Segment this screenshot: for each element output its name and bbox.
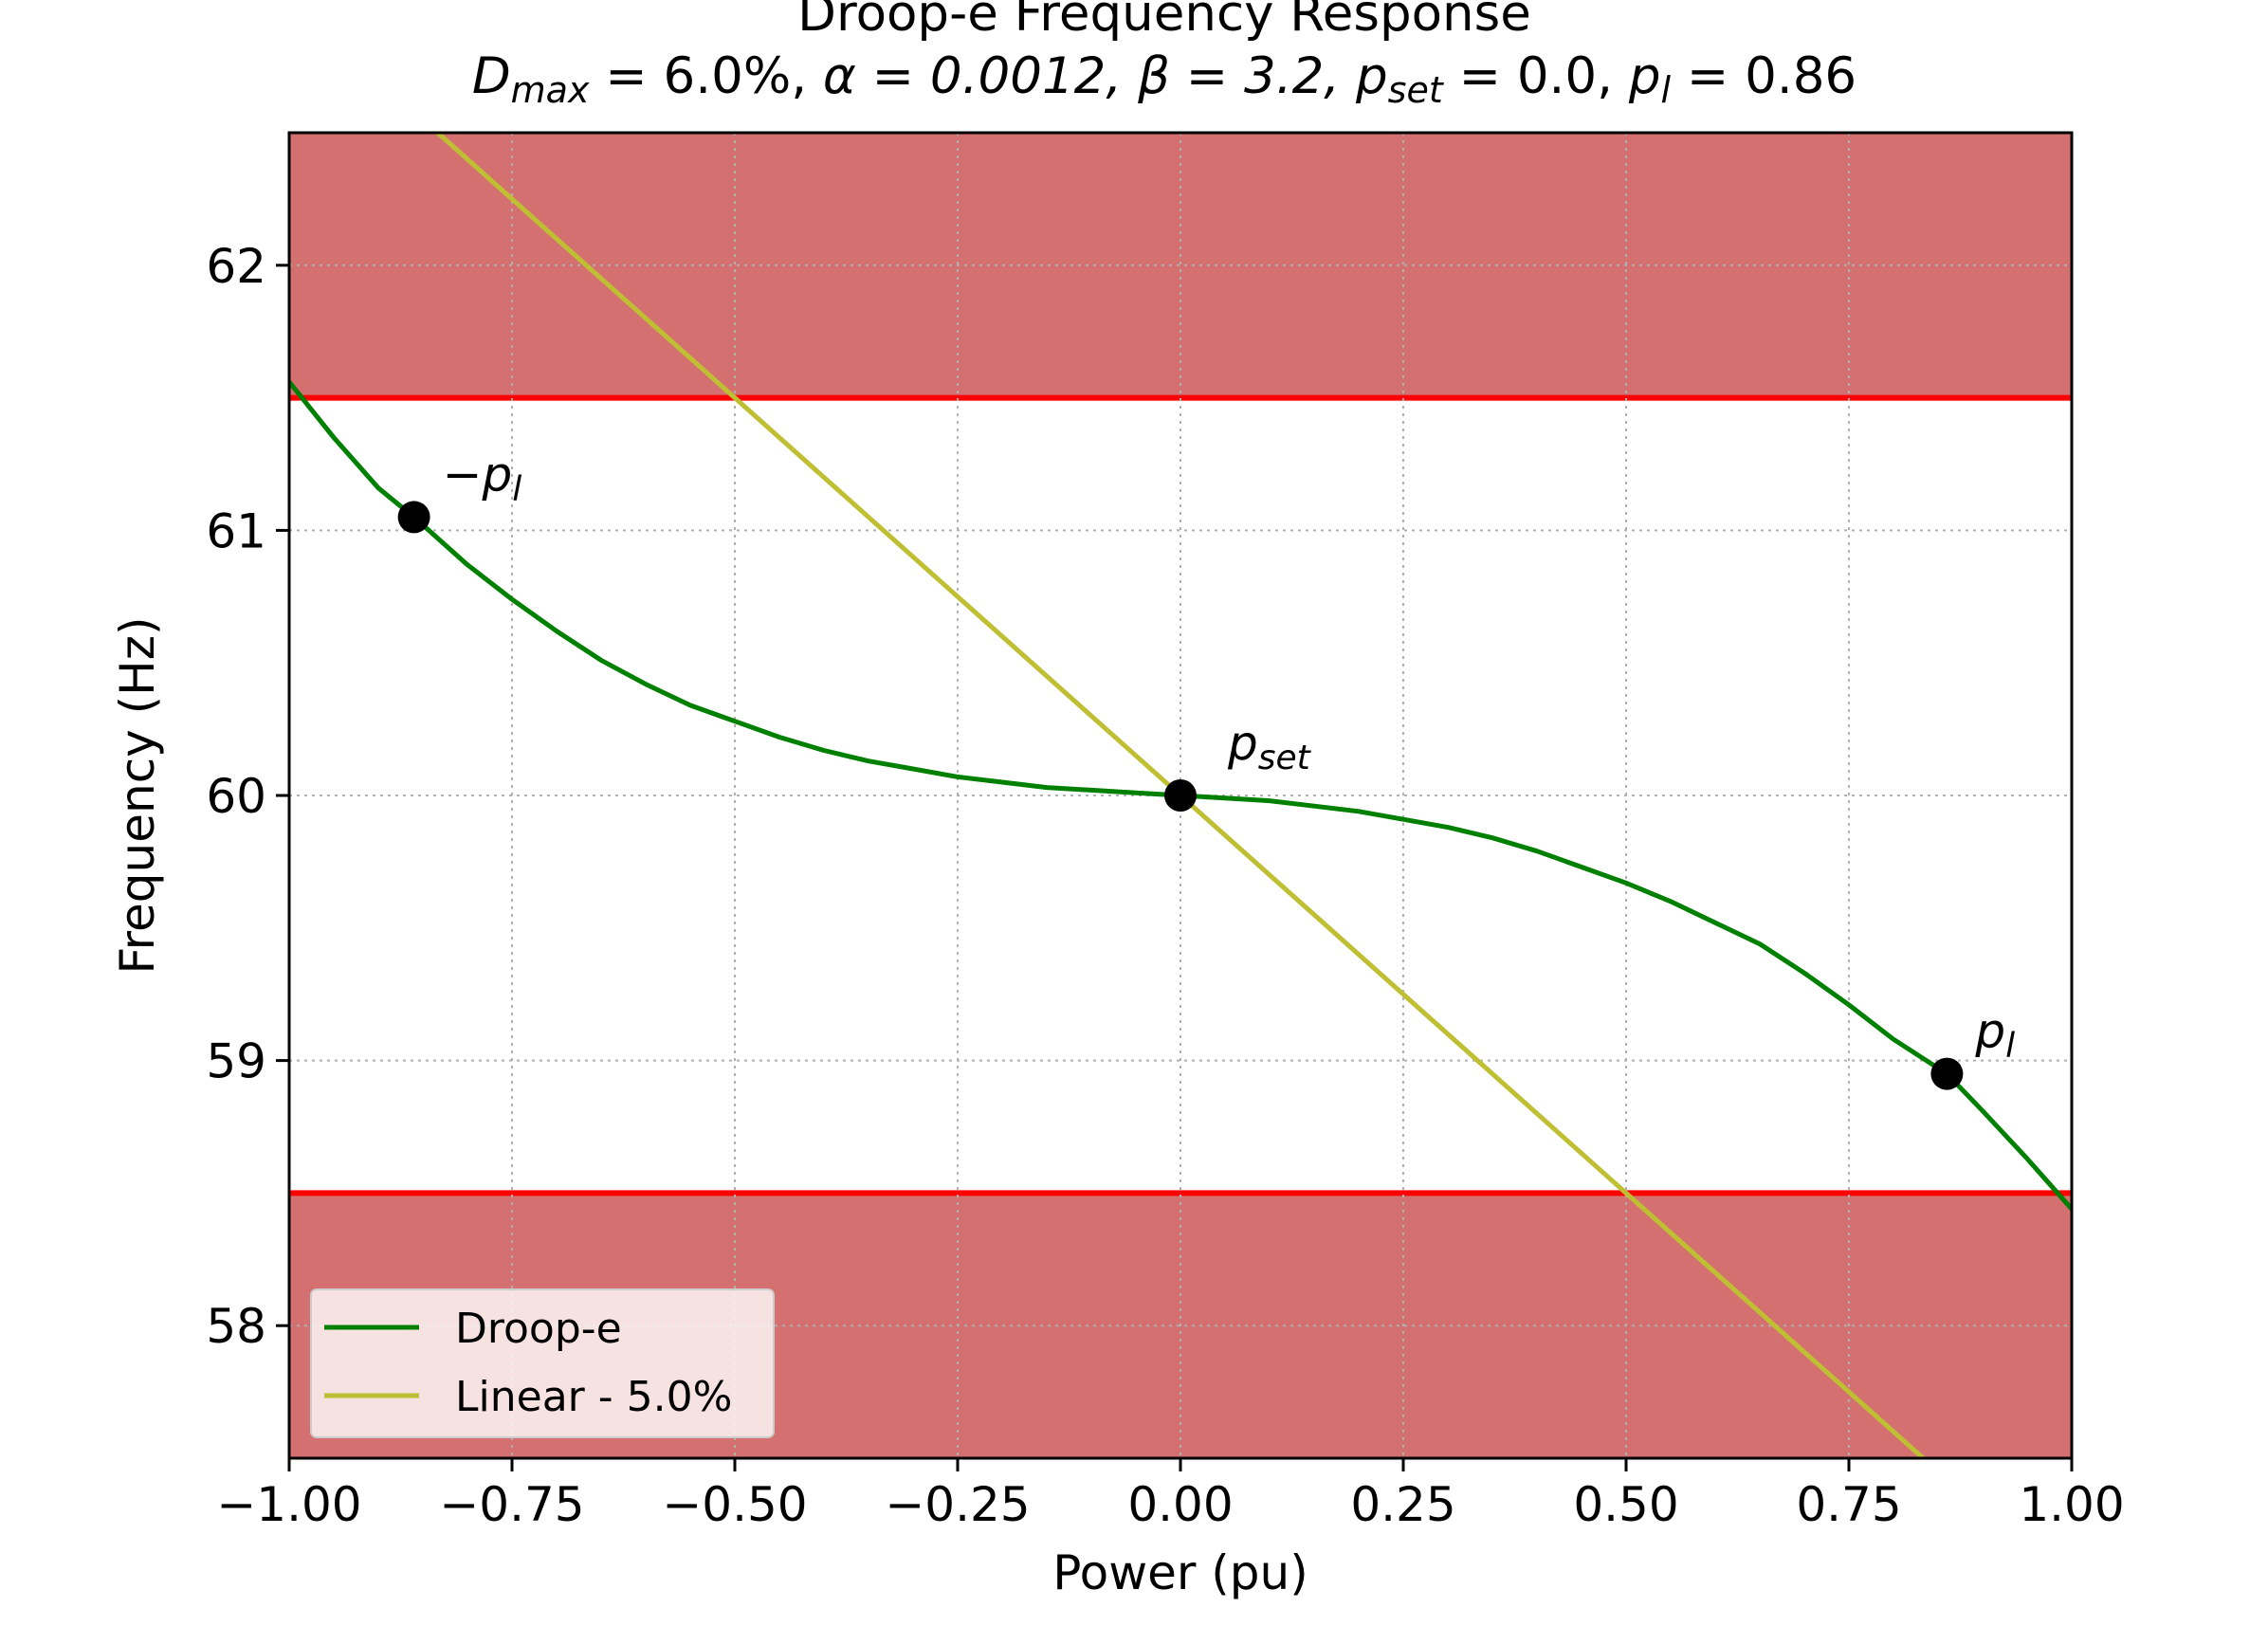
- marker-annotation-sub-0: l: [512, 469, 521, 508]
- marker-annotation-sub-2: l: [2005, 1027, 2015, 1066]
- subtitle-d-sub: max: [511, 69, 590, 111]
- subtitle-pset-sub: set: [1388, 69, 1445, 111]
- x-axis-label: Power (pu): [1052, 1545, 1308, 1600]
- chart-subtitle: Dmax = 6.0%, α = 0.0012, β = 3.2, pset =…: [472, 47, 1856, 111]
- marker-point-1: [1164, 779, 1197, 812]
- subtitle-beta: β = 3.2,: [1137, 47, 1356, 105]
- tick-layer: −1.00 −0.75 −0.50 −0.25 0.00 0.25 0.50 0.75 1.00…: [206, 239, 2124, 1532]
- y-tick-label-3: 61: [206, 503, 266, 558]
- legend-box: [310, 1288, 775, 1438]
- legend-label-droop-e: Droop-e: [455, 1305, 622, 1353]
- x-tick-label-6: 0.50: [1573, 1477, 1678, 1532]
- legend: Droop-e Linear - 5.0%: [310, 1288, 775, 1438]
- x-tick-label-3: −0.25: [885, 1477, 1030, 1532]
- x-tick-label-8: 1.00: [2019, 1477, 2124, 1532]
- marker-annotation-var-2: p: [1974, 1004, 2005, 1059]
- x-tick-label-7: 0.75: [1796, 1477, 1901, 1532]
- x-tick-label-1: −0.75: [439, 1477, 584, 1532]
- y-tick-label-1: 59: [206, 1034, 266, 1089]
- subtitle-pset-var: p: [1355, 47, 1388, 105]
- marker-annotation-0: −pl: [443, 447, 522, 508]
- y-tick-label-0: 58: [206, 1299, 266, 1354]
- subtitle-pl-val: = 0.86: [1671, 47, 1856, 105]
- marker-annotation-var-0: −p: [443, 447, 513, 502]
- subtitle-pl-sub: l: [1660, 69, 1671, 111]
- chart-title: Droop-e Frequency Response: [797, 0, 1531, 43]
- y-tick-label-2: 60: [206, 769, 266, 824]
- marker-annotation-var-1: p: [1227, 716, 1258, 771]
- x-tick-label-5: 0.25: [1350, 1477, 1455, 1532]
- x-tick-label-4: 0.00: [1127, 1477, 1233, 1532]
- x-tick-label-2: −0.50: [662, 1477, 807, 1532]
- marker-point-2: [1930, 1057, 1964, 1090]
- marker-annotation-sub-1: set: [1258, 739, 1312, 777]
- subtitle-pl-var: p: [1628, 47, 1661, 105]
- x-tick-label-0: −1.00: [216, 1477, 361, 1532]
- marker-annotation-1: pset: [1227, 716, 1312, 777]
- subtitle-pset-val: = 0.0,: [1443, 47, 1629, 105]
- legend-label-linear: Linear - 5.0%: [455, 1373, 732, 1421]
- y-axis-label: Frequency (Hz): [110, 616, 165, 974]
- subtitle-alpha: α = 0.0012,: [823, 47, 1138, 105]
- subtitle-d-var: D: [472, 47, 511, 105]
- marker-annotation-2: pl: [1974, 1004, 2015, 1066]
- y-tick-label-4: 62: [206, 239, 266, 294]
- marker-point-0: [397, 501, 430, 534]
- subtitle-d-val: = 6.0%,: [589, 47, 822, 105]
